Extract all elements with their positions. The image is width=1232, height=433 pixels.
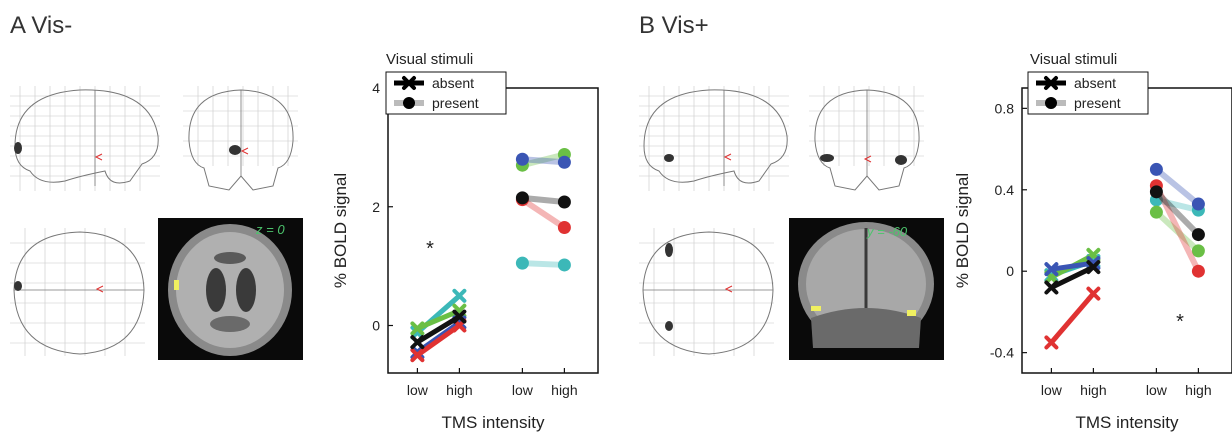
x-axis-label: TMS intensity	[1076, 413, 1179, 432]
present-point	[1191, 264, 1205, 278]
y-axis-label: % BOLD signal	[331, 173, 350, 288]
absent-series-line	[1051, 260, 1094, 272]
present-series-line	[520, 197, 567, 231]
y-tick-label: -0.4	[990, 345, 1014, 361]
glass-brain-coronal-b	[809, 86, 924, 191]
x-tick-label: low	[512, 382, 534, 398]
glass-brain-axial-a	[10, 228, 145, 356]
present-point	[557, 221, 571, 235]
absent-series-line	[415, 323, 461, 358]
plot-area-a: 0 2 4 low high low high TMS intensity % BOLD sig…	[331, 71, 599, 432]
legend-title-b: Visual stimuli	[1030, 51, 1117, 68]
legend-absent-label: absent	[432, 75, 474, 91]
significance-star: *	[426, 238, 434, 260]
present-point	[515, 191, 529, 205]
y-axis-label: % BOLD signal	[953, 173, 972, 288]
present-point	[1191, 197, 1205, 211]
significance-star: *	[1176, 311, 1184, 333]
legend-present-marker	[1045, 97, 1057, 109]
x-tick-label: high	[551, 382, 577, 398]
present-series-line	[521, 151, 566, 169]
glass-brain-coronal-a	[183, 86, 298, 191]
x-tick-label: low	[1041, 382, 1063, 398]
slice-label-b: y = -60	[866, 224, 908, 239]
glass-brain-sagittal-b	[639, 86, 789, 191]
legend-present-marker	[403, 97, 415, 109]
present-series-line	[1155, 197, 1200, 214]
absent-point	[410, 335, 425, 350]
absent-point	[410, 348, 425, 363]
x-tick-label: high	[1080, 382, 1106, 398]
y-tick-label: 0.4	[995, 182, 1015, 198]
absent-series-line	[1049, 291, 1096, 345]
x-tick-label: high	[446, 382, 472, 398]
present-series-line	[1154, 209, 1201, 254]
absent-point	[1086, 260, 1101, 275]
absent-point	[410, 321, 425, 336]
absent-series-line	[1050, 264, 1095, 290]
legend-absent-marker	[402, 76, 416, 90]
y-tick-label: 4	[372, 80, 380, 96]
present-point	[1191, 228, 1205, 242]
absent-point	[1044, 280, 1059, 295]
present-series-line	[522, 156, 565, 166]
x-tick-label: high	[1185, 382, 1211, 398]
present-point	[557, 258, 571, 272]
legend-present-label: present	[432, 95, 479, 111]
glass-brain-sagittal-a	[10, 86, 160, 191]
mri-axial-slice-a: z = 0	[158, 218, 303, 360]
x-tick-label: low	[1146, 382, 1168, 398]
legend-absent-label: absent	[1074, 75, 1116, 91]
glass-brain-axial-b	[639, 228, 774, 356]
absent-point	[452, 288, 467, 303]
present-point	[1149, 205, 1163, 219]
present-series-line	[1154, 189, 1201, 237]
present-point	[515, 256, 529, 270]
bold-chart-a: Visual stimuli 0 2 4 low high low high TMS inte…	[331, 51, 599, 432]
y-tick-label: 0.8	[995, 100, 1015, 116]
y-tick-label: 0	[372, 318, 380, 334]
present-point	[1149, 162, 1163, 176]
present-point	[515, 152, 529, 166]
absent-point	[1044, 335, 1059, 350]
present-point	[557, 155, 571, 169]
legend-present-label: present	[1074, 95, 1121, 111]
x-tick-label: low	[407, 382, 429, 398]
panel-a: A Vis-	[10, 12, 599, 432]
legend-absent-marker	[1044, 76, 1058, 90]
absent-series-line	[416, 308, 461, 331]
present-point	[557, 195, 571, 209]
panel-b-title: B Vis+	[639, 12, 709, 39]
panel-b: B Vis+	[625, 0, 1232, 433]
present-point	[1191, 244, 1205, 258]
bold-chart-b: Visual stimuli -0.4 0 0.4 0.8 low high low high…	[953, 51, 1232, 432]
y-tick-label: 2	[372, 199, 380, 215]
present-series-line	[1154, 167, 1201, 207]
absent-point	[1044, 262, 1059, 277]
present-point	[1149, 185, 1163, 199]
panel-a-title: A Vis-	[10, 12, 73, 39]
slice-label-a: z = 0	[255, 222, 285, 237]
x-axis-label: TMS intensity	[442, 413, 545, 432]
present-series-line	[1153, 184, 1202, 273]
absent-point	[452, 309, 467, 324]
absent-point	[1086, 286, 1101, 301]
absent-series-line	[416, 314, 461, 345]
plot-area-b: -0.4 0 0.4 0.8 low high low high TMS intensity % …	[953, 71, 1232, 432]
mri-coronal-slice-b: y = -60	[789, 218, 944, 360]
present-series-line	[522, 260, 565, 268]
legend-title-a: Visual stimuli	[386, 51, 473, 68]
y-tick-label: 0	[1006, 263, 1014, 279]
present-series-line	[522, 194, 565, 205]
